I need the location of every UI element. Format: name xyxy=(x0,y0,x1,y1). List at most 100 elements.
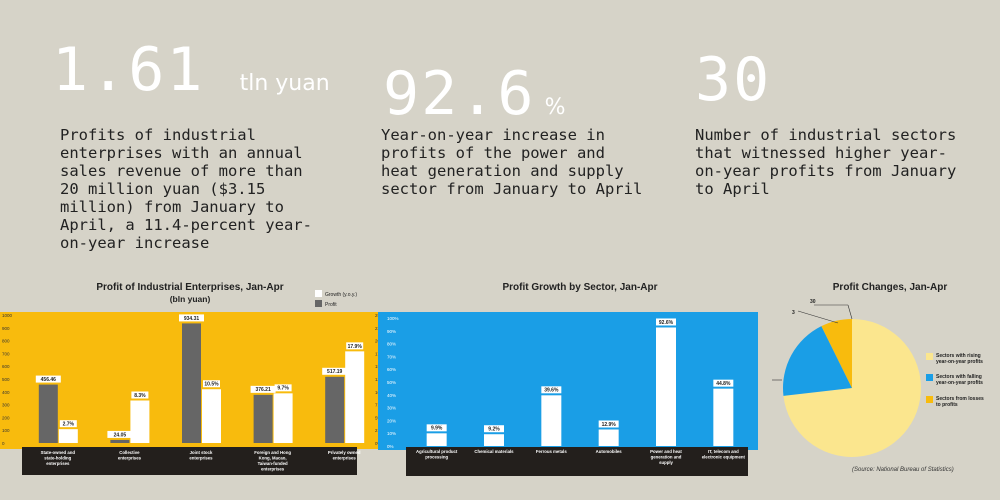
chart2-tick-label: 30% xyxy=(387,406,396,411)
pie-legend-label: Sectors with rising year-on-year profits xyxy=(936,353,983,365)
chart2-data-label: 9.9% xyxy=(431,426,443,432)
stat-profit-value: 1.61 xyxy=(52,35,205,105)
pie-slice xyxy=(783,326,852,396)
chart2-label-bg xyxy=(656,318,676,326)
pie-leader-line xyxy=(847,304,853,320)
chart1-growth-bar xyxy=(58,429,78,443)
stat-sectors-value: 30 xyxy=(695,45,772,115)
chart1-growth-label-bg xyxy=(131,391,149,399)
pie-slice xyxy=(783,319,921,457)
chart1-legend-growth-swatch xyxy=(315,290,322,297)
chart1-left-tick-label: 300 xyxy=(2,403,10,408)
chart1-growth-bar xyxy=(202,389,221,443)
chart1-left-tick-label: 0 xyxy=(2,441,5,446)
chart1-left-tick-label: 500 xyxy=(2,377,10,382)
stat-profit-unit: tln yuan xyxy=(239,71,330,96)
chart1-profit-label-bg xyxy=(322,367,348,375)
chart2-data-label: 44.8% xyxy=(716,381,731,387)
chart2-category-label: Agricultural product processing xyxy=(416,449,458,460)
chart1-growth-label-bg xyxy=(346,342,364,350)
chart1-profit-label-bg xyxy=(250,385,276,393)
stat-power-growth-value: 92.6 xyxy=(383,59,536,129)
stat-power-growth-unit: % xyxy=(544,95,566,120)
chart1-category-label: Collective enterprises xyxy=(118,450,142,461)
chart1-profit-label-bg xyxy=(179,314,204,322)
chart1-profit-data-label: 456.46 xyxy=(41,377,57,383)
chart1-growth-label-bg xyxy=(59,420,77,428)
profit-growth-by-sector-chart: 0% 10% 20% 30% 40% 50% 60% 70% 80% 90% 100% 9.9% Agr… xyxy=(378,312,758,476)
chart2-label-bg xyxy=(484,425,504,433)
chart1-growth-label-bg xyxy=(203,380,220,388)
profit-by-enterprise-chart: 010020030040050060070080090010000%2.5%5%… xyxy=(0,290,388,475)
chart2-label-bg xyxy=(541,386,562,394)
chart1-profit-bar xyxy=(38,384,58,443)
stat-profit: 1.61 tln yuan xyxy=(52,40,330,100)
pie-legend-label: Sectors with falling year-on-year profits xyxy=(936,374,983,386)
stat-power-growth: 92.6 % xyxy=(383,64,566,124)
stat-sectors: 30 xyxy=(695,50,771,110)
chart1-profit-bar xyxy=(253,394,273,443)
chart2-data-label: 9.2% xyxy=(488,427,500,433)
stat-power-growth-description: Year-on-year increase in profits of the … xyxy=(381,126,643,198)
chart1-profit-bar xyxy=(325,376,345,443)
source-note: (Source: National Bureau of Statistics) xyxy=(852,467,954,473)
chart1-category-label: Foreign and Hong Kong, Macao, Taiwan-funde… xyxy=(254,450,291,472)
chart2-tick-label: 90% xyxy=(387,329,396,334)
pie-value-label: 3 xyxy=(792,310,795,316)
chart2-tick-label: 40% xyxy=(387,393,396,398)
chart1-left-tick-label: 700 xyxy=(2,351,10,356)
pie-legend-swatch xyxy=(926,396,933,403)
pie-slice xyxy=(821,319,852,388)
chart1-profit-label-bg xyxy=(107,430,133,438)
chart2-category-label: Power and heat generation and supply xyxy=(650,449,682,465)
chart1-left-tick-label: 1000 xyxy=(2,313,13,318)
chart1-growth-data-label: 9.7% xyxy=(277,386,289,392)
chart2-tick-label: 100% xyxy=(387,316,399,321)
chart2-bar xyxy=(484,434,504,446)
chart2-data-label: 92.6% xyxy=(659,320,674,326)
chart2-title: Profit Growth by Sector, Jan-Apr xyxy=(502,282,658,293)
chart2-category-band xyxy=(406,447,748,476)
chart1-category-label: Privately owned enterprises xyxy=(328,450,361,461)
chart1-legend-profit-label: Profit xyxy=(325,302,337,308)
chart2-bar xyxy=(426,433,447,446)
chart2-tick-label: 50% xyxy=(387,380,396,385)
chart1-left-tick-label: 100 xyxy=(2,428,10,433)
chart1-growth-bar xyxy=(345,351,365,443)
chart2-category-label: Automobiles xyxy=(596,449,623,454)
chart1-profit-data-label: 517.19 xyxy=(327,369,343,375)
chart1-growth-bar xyxy=(273,393,293,443)
chart2-tick-label: 80% xyxy=(387,342,396,347)
chart1-legend-profit-swatch xyxy=(315,300,322,307)
chart1-category-label: Joint stock enterprises xyxy=(189,450,213,461)
chart1-profit-bar xyxy=(110,439,130,443)
chart2-label-bg xyxy=(713,379,734,387)
chart1-profit-bar xyxy=(182,323,201,443)
pie-legend-swatch xyxy=(926,374,933,381)
pie-legend-label: Sectors from losses to profits xyxy=(936,396,984,408)
chart2-data-label: 39.6% xyxy=(544,388,559,394)
chart1-left-tick-label: 800 xyxy=(2,339,10,344)
chart2-tick-label: 0% xyxy=(387,444,394,449)
chart3-title: Profit Changes, Jan-Apr xyxy=(832,282,948,293)
chart2-bar xyxy=(713,388,734,446)
chart2-label-bg xyxy=(598,420,619,428)
chart2-tick-label: 10% xyxy=(387,431,396,436)
chart2-category-label: IT, telecom and electronic equipment xyxy=(702,449,746,460)
chart1-profit-label-bg xyxy=(35,375,61,383)
stat-sectors-description: Number of industrial sectors that witnes… xyxy=(695,126,957,198)
chart1-profit-data-label: 376.21 xyxy=(255,387,271,393)
chart1-left-tick-label: 600 xyxy=(2,364,10,369)
chart2-tick-label: 70% xyxy=(387,354,396,359)
chart2-bar xyxy=(598,429,619,446)
pie-legend-swatch xyxy=(926,353,933,360)
chart2-bar xyxy=(541,395,562,446)
stat-profit-description: Profits of industrial enterprises with a… xyxy=(60,126,312,252)
chart2-tick-label: 60% xyxy=(387,367,396,372)
chart2-bar xyxy=(656,327,676,446)
chart2-tick-label: 20% xyxy=(387,418,396,423)
chart1-legend-growth-label: Growth (y.o.y.) xyxy=(325,292,357,298)
chart1-subtitle: (bln yuan) xyxy=(169,294,211,304)
chart1-left-tick-label: 200 xyxy=(2,415,10,420)
